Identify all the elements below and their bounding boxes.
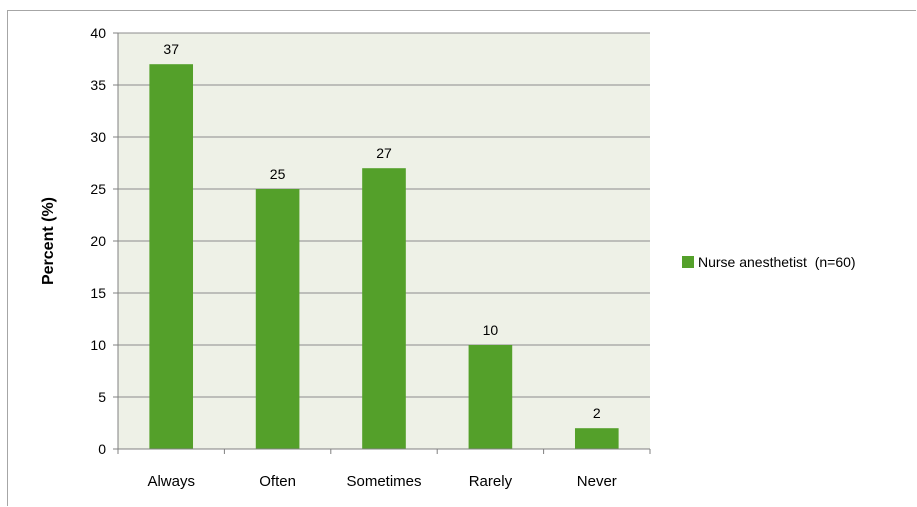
y-tick-label: 20 bbox=[90, 233, 106, 249]
data-label: 37 bbox=[163, 41, 179, 57]
x-tick-label: Rarely bbox=[469, 473, 513, 490]
y-tick-label: 40 bbox=[90, 25, 106, 41]
legend-label: Nurse anesthetist (n=60) bbox=[698, 254, 856, 270]
y-tick-label: 5 bbox=[98, 389, 106, 405]
bar-rarely bbox=[468, 345, 513, 449]
x-tick-label: Often bbox=[259, 473, 296, 490]
bar-always bbox=[149, 64, 194, 449]
x-tick-label: Always bbox=[147, 473, 195, 490]
bar-never bbox=[574, 428, 619, 449]
x-tick-label: Sometimes bbox=[346, 473, 421, 490]
bars bbox=[149, 64, 619, 449]
axes bbox=[113, 32, 651, 454]
bar-often bbox=[255, 189, 300, 449]
y-tick-label: 30 bbox=[90, 129, 106, 145]
data-label: 25 bbox=[270, 166, 286, 182]
y-tick-labels: 0 5 10 15 20 25 30 35 40 bbox=[90, 25, 106, 457]
x-tick-label: Never bbox=[577, 473, 617, 490]
y-axis-label: Percent (%) bbox=[40, 197, 57, 285]
y-tick-label: 0 bbox=[98, 441, 106, 457]
data-label: 2 bbox=[593, 405, 601, 421]
legend-swatch bbox=[682, 256, 694, 268]
y-tick-label: 15 bbox=[90, 285, 106, 301]
bar-sometimes bbox=[362, 168, 406, 449]
legend: Nurse anesthetist (n=60) bbox=[682, 254, 856, 270]
y-tick-label: 25 bbox=[90, 181, 106, 197]
data-labels: 37 25 27 10 2 bbox=[163, 41, 600, 421]
data-label: 27 bbox=[376, 145, 392, 161]
data-label: 10 bbox=[483, 322, 499, 338]
x-tick-labels: Always Often Sometimes Rarely Never bbox=[147, 473, 616, 490]
y-tick-label: 35 bbox=[90, 77, 106, 93]
y-tick-label: 10 bbox=[90, 337, 106, 353]
